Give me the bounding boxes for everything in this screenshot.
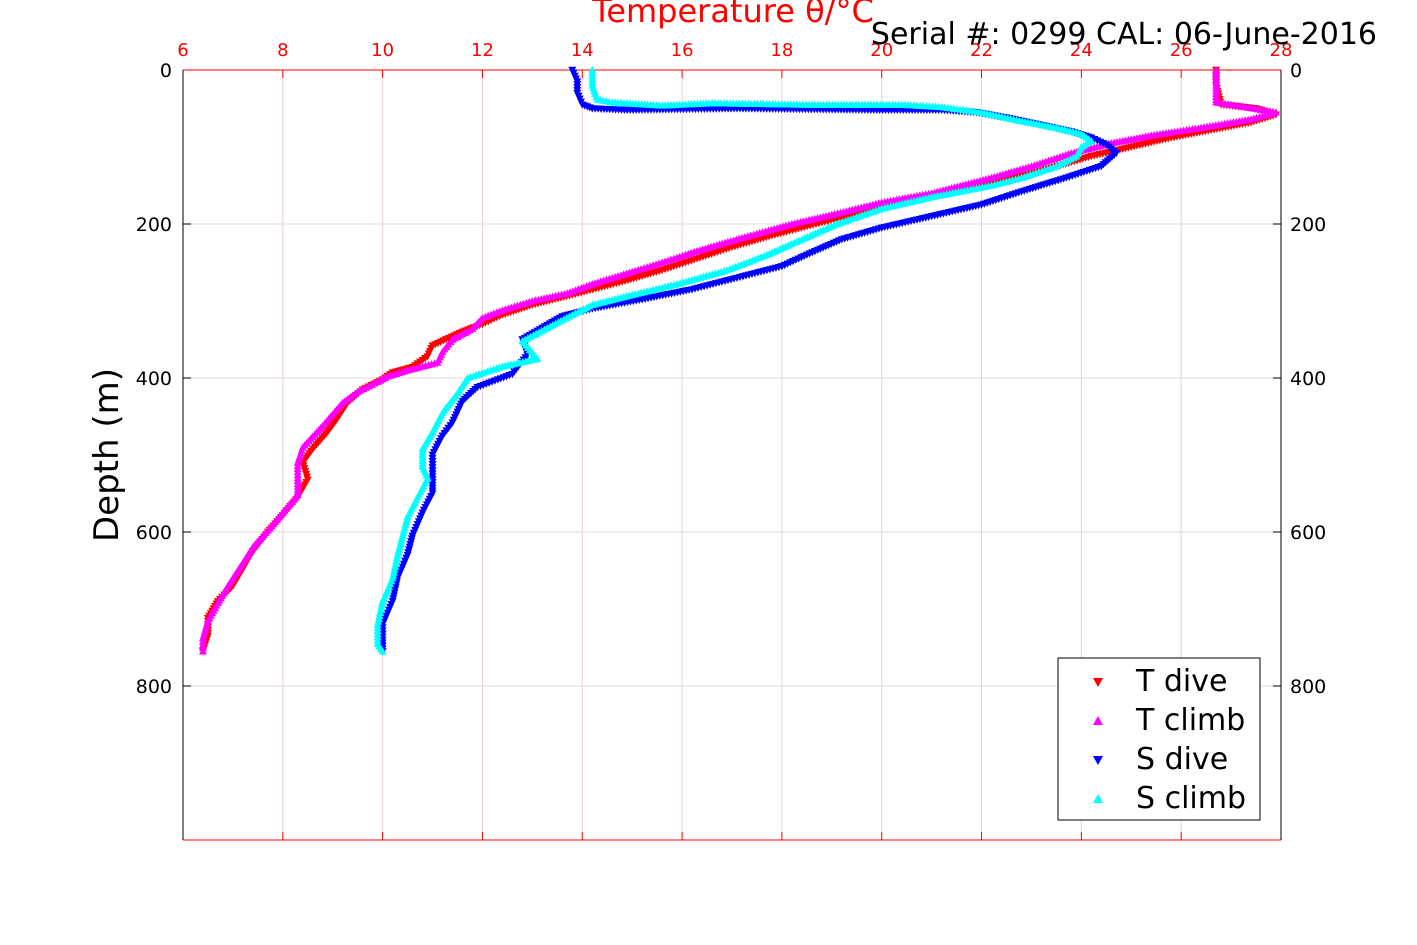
- y-tick-label: 0: [160, 60, 172, 82]
- legend-marker: [1093, 794, 1103, 803]
- x-tick-label: 14: [571, 40, 594, 61]
- y-tick-label-right: 800: [1290, 676, 1326, 698]
- legend-marker: [1093, 716, 1103, 725]
- x-tick-label: 10: [371, 40, 394, 61]
- legend-label: T dive: [1135, 664, 1227, 699]
- legend-marker: [1093, 678, 1103, 687]
- series-s-climb: [373, 66, 1096, 655]
- x-tick-label: 16: [671, 40, 694, 61]
- chart-title: Temperature θ/°C: [591, 0, 874, 30]
- legend-box: [1057, 657, 1261, 821]
- x-tick-label: 26: [1170, 40, 1193, 61]
- x-tick-label: 24: [1070, 40, 1093, 61]
- x-tick-label: 12: [471, 40, 494, 61]
- x-tick-label: 8: [277, 40, 288, 61]
- data-point: [378, 647, 387, 655]
- legend-marker: [1093, 756, 1103, 765]
- y-tick-label: 400: [136, 368, 172, 390]
- y-tick-label: 600: [136, 522, 172, 544]
- y-tick-label-right: 200: [1290, 214, 1326, 236]
- series-t-climb: [198, 66, 1281, 655]
- legend: T dive T climb S dive S climb: [1057, 657, 1261, 821]
- legend-label: S climb: [1136, 781, 1246, 816]
- data-point: [198, 647, 207, 655]
- legend-label: S dive: [1136, 742, 1228, 777]
- y-tick-label-right: 600: [1290, 522, 1326, 544]
- x-tick-label: 6: [177, 40, 188, 61]
- x-tick-label: 18: [770, 40, 793, 61]
- series-layer: [198, 66, 1281, 656]
- chart-subtitle: Serial #: 0299 CAL: 06-June-2016: [871, 17, 1377, 52]
- x-tick-label: 28: [1270, 40, 1293, 61]
- y-tick-label-right: 0: [1290, 60, 1302, 82]
- y-tick-label: 800: [136, 676, 172, 698]
- y-tick-label: 200: [136, 214, 172, 236]
- y-tick-label-right: 400: [1290, 368, 1326, 390]
- legend-label: T climb: [1135, 703, 1245, 738]
- x-tick-label: 22: [970, 40, 993, 61]
- y-axis-label: Depth (m): [87, 368, 127, 542]
- x-tick-label: 20: [870, 40, 893, 61]
